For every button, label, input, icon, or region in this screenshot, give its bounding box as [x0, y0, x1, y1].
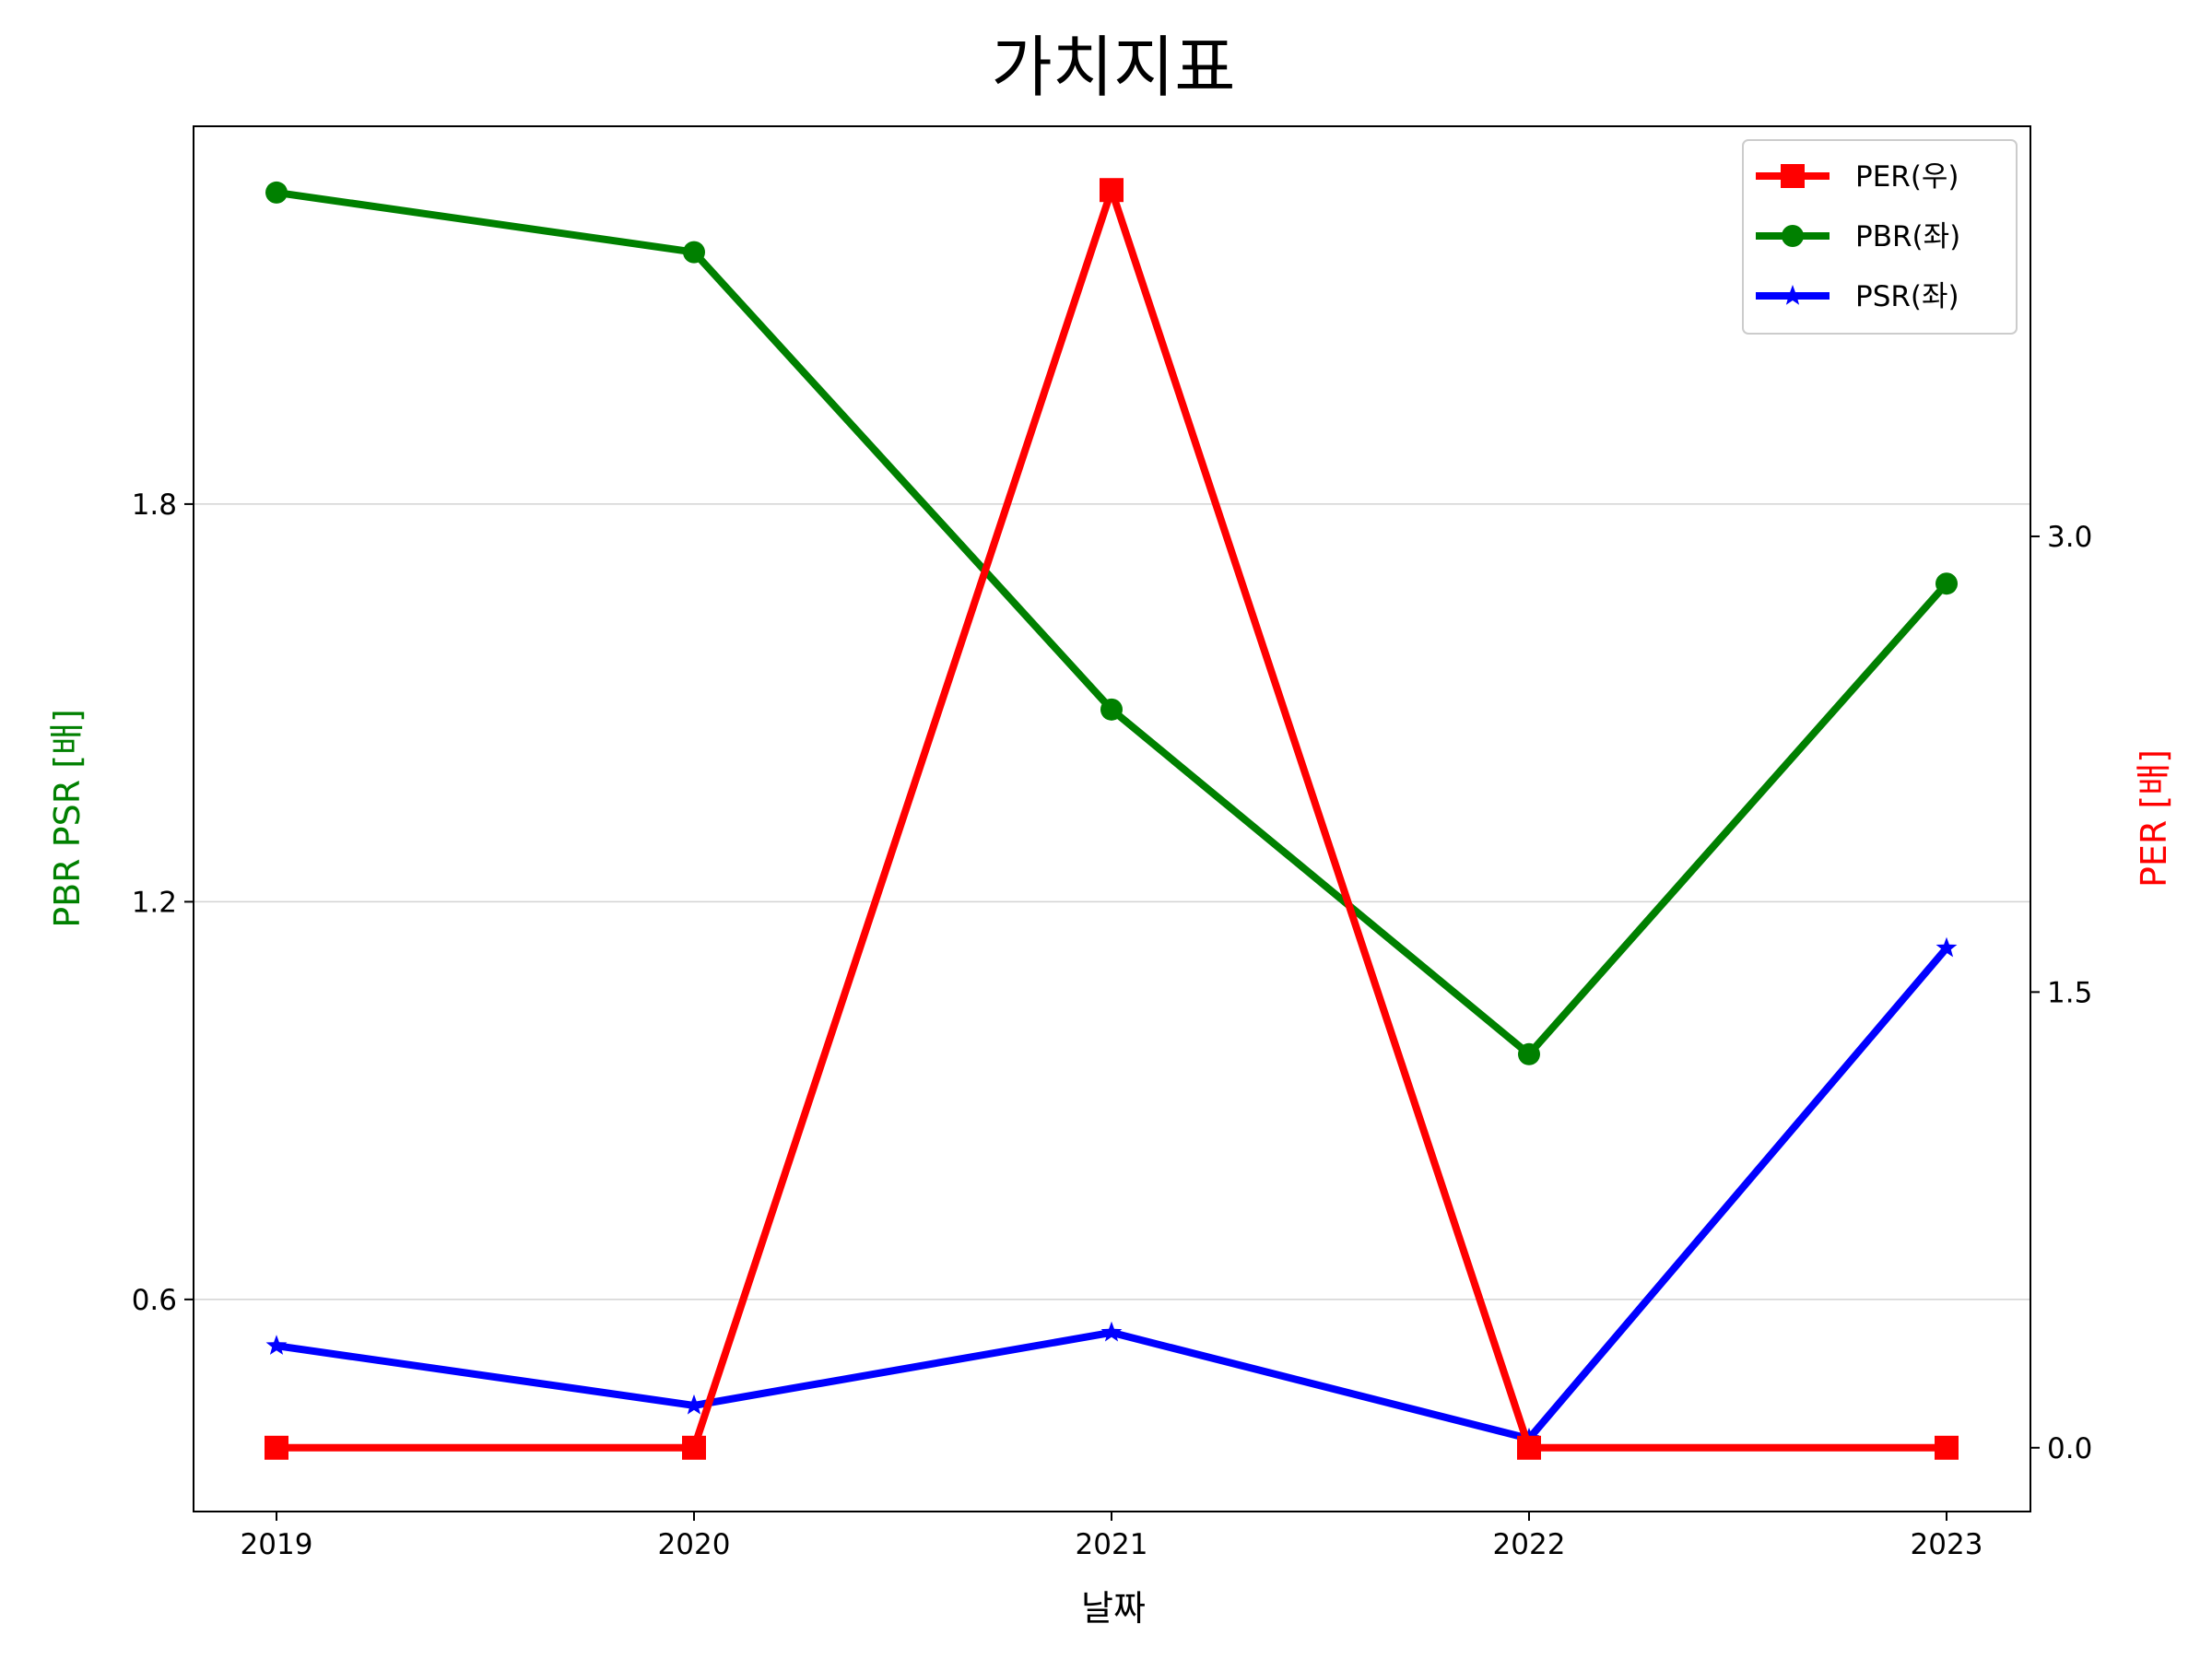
series-0: [265, 178, 1959, 1460]
data-point: [682, 1435, 706, 1460]
right-tick-label: 0.0: [2047, 1432, 2092, 1465]
data-point: [1936, 936, 1958, 958]
data-point: [265, 1435, 288, 1460]
left-tick-label: 1.8: [132, 488, 177, 522]
data-point: [1935, 1435, 1959, 1460]
data-point: [1518, 1042, 1540, 1065]
y-axis-left-title: PBR PSR [배]: [47, 709, 88, 928]
data-point: [265, 181, 288, 204]
x-tick-label: 2023: [1911, 1528, 1983, 1561]
data-point: [1936, 572, 1958, 595]
legend-label: PSR(좌): [1855, 280, 1959, 313]
legend: PER(우) PBR(좌) PSR(좌): [1742, 139, 2018, 335]
legend-box: [1742, 139, 2018, 335]
grid-layer: [194, 503, 2030, 1300]
data-point: [1100, 698, 1123, 721]
legend-item: PER(우): [1756, 160, 1959, 194]
legend-label: PBR(좌): [1855, 220, 1960, 253]
legend-marker: [1782, 285, 1804, 305]
data-point: [683, 241, 705, 264]
x-tick-label: 2022: [1493, 1528, 1566, 1561]
series-1: [265, 181, 1958, 1065]
left-tick-label: 0.6: [132, 1284, 177, 1317]
left-tick-label: 1.2: [132, 886, 177, 919]
x-axis-title: 날짜: [1081, 1588, 1146, 1629]
data-point: [1517, 1435, 1541, 1460]
x-tick-label: 2020: [658, 1528, 731, 1561]
legend-item: PBR(좌): [1756, 220, 1960, 253]
x-tick-label: 2021: [1076, 1528, 1148, 1561]
data-point: [1100, 1321, 1123, 1342]
axes-layer: 0.6 1.2 1.8 0.0 1.5 3.0 2019 2020 2021 2022 2023: [132, 488, 2093, 1561]
legend-marker: [1782, 225, 1804, 247]
legend-label: PER(우): [1855, 160, 1959, 194]
chart-title: 가치지표: [992, 29, 1236, 106]
right-tick-label: 1.5: [2047, 976, 2092, 1009]
legend-item: PSR(좌): [1756, 280, 1959, 313]
right-tick-label: 3.0: [2047, 521, 2092, 554]
legend-marker: [1781, 164, 1805, 188]
data-point: [265, 1335, 288, 1355]
series-layer: [265, 178, 1959, 1460]
data-point: [1100, 178, 1124, 203]
data-point: [683, 1394, 705, 1415]
x-tick-label: 2019: [241, 1528, 313, 1561]
y-axis-right-title: PER [배]: [2134, 749, 2174, 888]
